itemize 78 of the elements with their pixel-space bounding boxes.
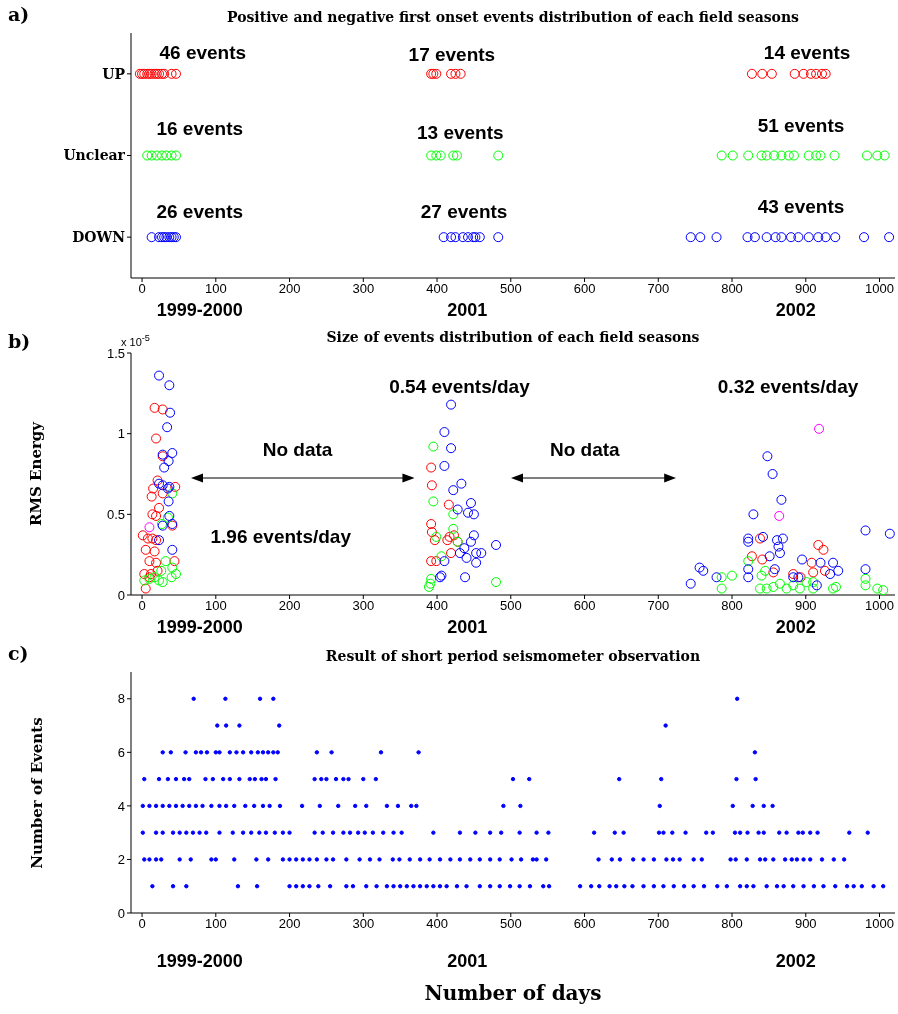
- x-axis-title: Number of days: [423, 981, 603, 1005]
- x-tick-label: 600: [573, 916, 596, 932]
- x-tick-label: 800: [721, 598, 743, 614]
- y-axis-title: RMS Energy: [27, 420, 46, 529]
- x-tick-label: 500: [499, 916, 522, 932]
- y-tick-label: Unclear: [63, 147, 126, 164]
- y-axis-title: Number of Events: [27, 715, 46, 871]
- text: b): [8, 330, 31, 352]
- x-tick-label: 0: [138, 598, 146, 614]
- annotation: 1.96 events/day: [209, 524, 352, 549]
- text: a): [8, 3, 30, 25]
- text: 2001: [446, 300, 489, 321]
- x-tick-label: 100: [204, 598, 227, 614]
- x-tick-label: 0: [138, 916, 146, 932]
- x-tick-label: 300: [352, 598, 375, 614]
- annotation: 27 events: [419, 199, 509, 224]
- annotation: 43 events: [756, 194, 846, 219]
- text: 2002: [774, 617, 817, 638]
- y-tick-label: 1.5: [106, 345, 125, 361]
- text: x 10$^{-5}$: [121, 333, 150, 348]
- annotation: 46 events: [158, 40, 248, 65]
- x-tick-label: 700: [647, 598, 670, 614]
- x-tick-label: 1000: [865, 598, 894, 614]
- x-tick-label: 300: [352, 281, 375, 297]
- x-tick-label: 1000: [865, 916, 894, 932]
- x-tick-label: 200: [278, 916, 301, 932]
- y-tick-label: 4: [117, 798, 125, 814]
- annotation: 16 events: [155, 116, 245, 141]
- x-tick-label: 0: [138, 281, 146, 297]
- x-tick-label: 400: [426, 598, 448, 614]
- y-tick-label: 1: [117, 426, 125, 442]
- annotation: 0.32 events/day: [716, 374, 860, 399]
- x-tick-label: 300: [352, 916, 375, 932]
- text: 2002: [774, 300, 817, 321]
- y-tick-label: 0.5: [106, 506, 125, 522]
- text: c): [8, 642, 29, 664]
- x-tick-label: 200: [278, 281, 301, 297]
- annotation: No data: [548, 437, 621, 462]
- x-tick-label: 600: [573, 281, 596, 297]
- x-tick-label: 900: [794, 916, 817, 932]
- x-tick-label: 100: [204, 281, 227, 297]
- y-tick-label: 2: [117, 852, 125, 868]
- x-tick-label: 500: [499, 598, 522, 614]
- x-tick-label: 700: [647, 916, 670, 932]
- annotation: 51 events: [756, 114, 846, 139]
- annotation: 0.54 events/day: [388, 374, 531, 399]
- annotation: 17 events: [407, 43, 497, 68]
- y-tick-label: 0: [117, 905, 125, 921]
- y-tick-label: UP: [102, 65, 126, 82]
- chart-title: Result of short period seismometer observation: [324, 648, 702, 664]
- x-tick-label: 200: [278, 598, 301, 614]
- x-tick-label: 900: [794, 598, 817, 614]
- y-tick-label: 0: [117, 587, 125, 603]
- annotation: No data: [261, 437, 334, 462]
- text: 1999-2000: [155, 300, 244, 321]
- x-tick-label: 500: [499, 281, 522, 297]
- chart-title: Size of events distribution of each field seasons: [326, 329, 700, 345]
- x-tick-label: 400: [426, 916, 448, 932]
- x-tick-label: 800: [721, 916, 743, 932]
- y-tick-label: DOWN: [72, 229, 126, 246]
- x-tick-label: 100: [204, 916, 227, 932]
- text: 1999-2000: [155, 617, 244, 638]
- x-tick-label: 900: [794, 281, 817, 297]
- x-tick-label: 400: [426, 281, 448, 297]
- x-tick-label: 1000: [865, 281, 894, 297]
- x-tick-label: 800: [721, 281, 743, 297]
- chart-title: Positive and negative first onset events distribution of each field seasons: [226, 9, 800, 25]
- annotation: 26 events: [155, 199, 245, 224]
- text: 1999-2000: [155, 951, 244, 972]
- x-tick-label: 700: [647, 281, 670, 297]
- x-tick-label: 600: [573, 598, 596, 614]
- text: 2001: [446, 951, 489, 972]
- annotation: 14 events: [762, 40, 852, 65]
- text: 2002: [774, 951, 817, 972]
- annotation: 13 events: [415, 121, 505, 146]
- y-tick-label: 8: [117, 691, 125, 707]
- text: 2001: [446, 617, 489, 638]
- y-tick-label: 6: [117, 744, 125, 760]
